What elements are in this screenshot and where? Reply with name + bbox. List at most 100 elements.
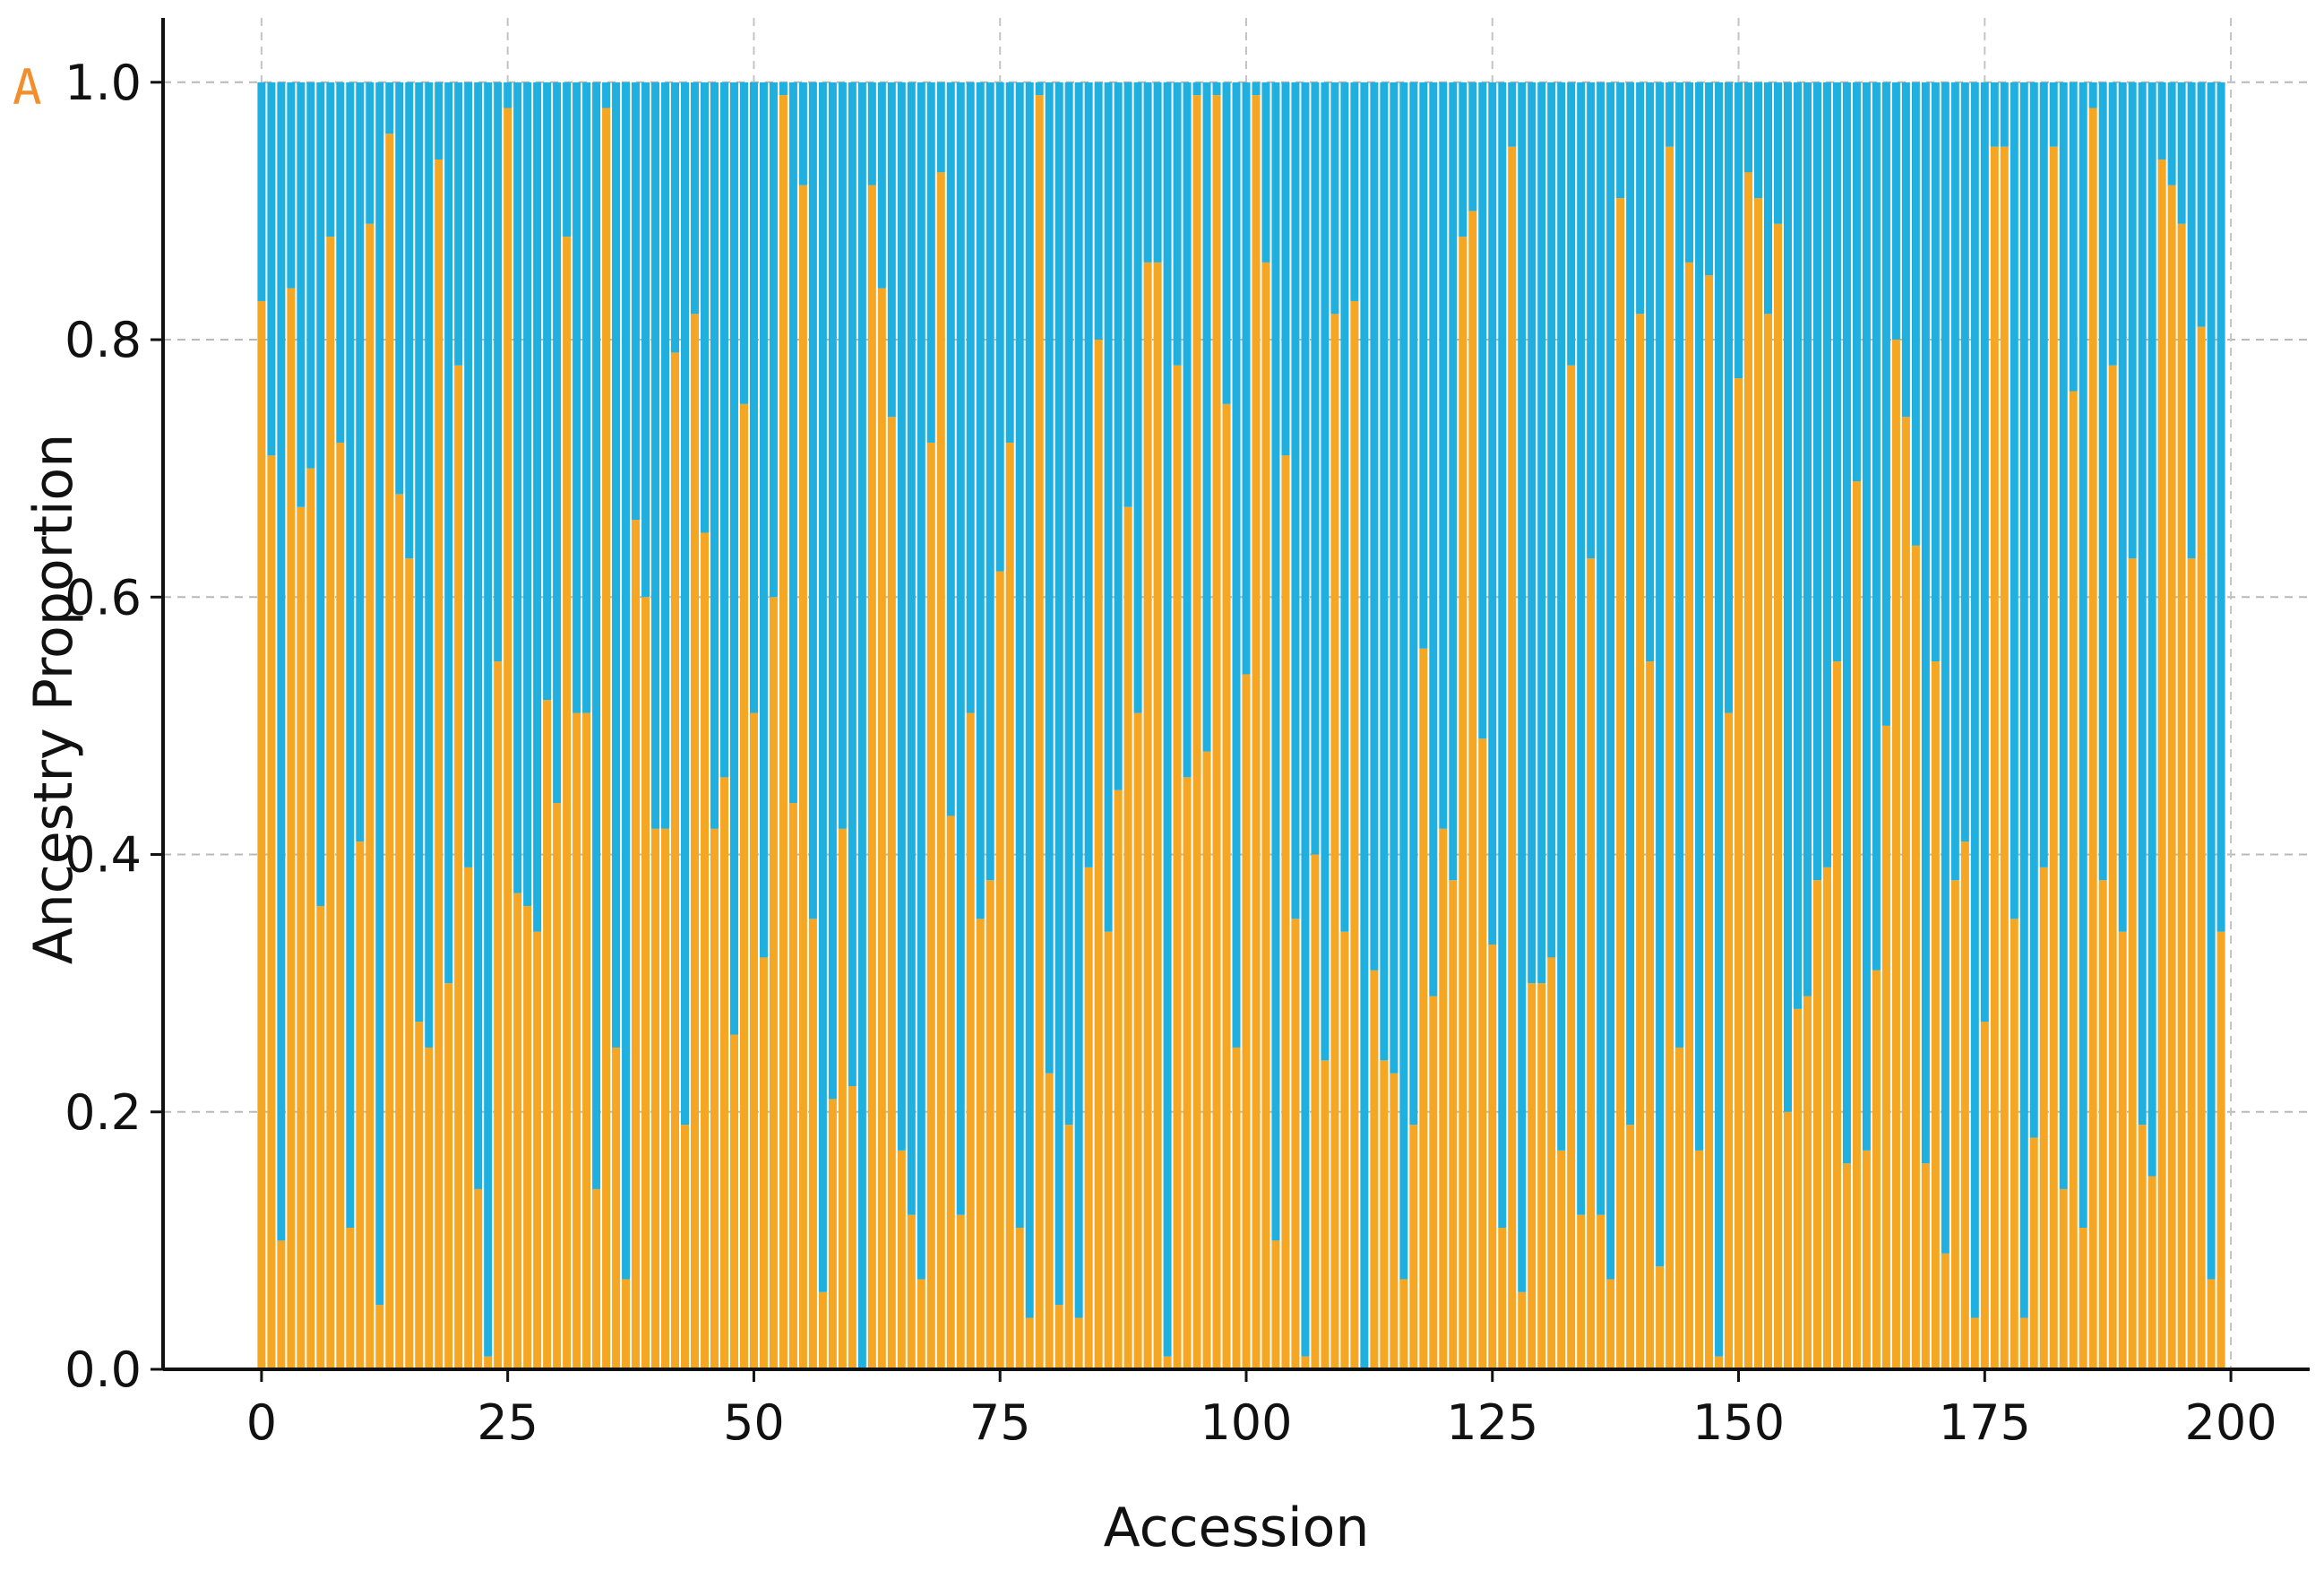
bar-series-1: [533, 931, 542, 1369]
bar-series-2: [2079, 82, 2087, 1229]
bar-series-2: [1606, 82, 1615, 1280]
bar-series-2: [494, 82, 503, 662]
bar-series-1: [1587, 558, 1596, 1369]
bar-series-2: [897, 82, 906, 1151]
bar-series-1: [454, 365, 463, 1369]
bar-series-1: [661, 828, 670, 1369]
bar-series-1: [848, 1086, 856, 1369]
bar-series-2: [1439, 82, 1448, 829]
bar-series-1: [366, 223, 374, 1369]
bar-series-1: [2098, 880, 2107, 1369]
bar-series-1: [1646, 661, 1655, 1369]
bar-series-2: [936, 82, 945, 173]
bar-series-1: [1891, 340, 1900, 1369]
bar-series-1: [2010, 919, 2018, 1369]
bar-series-2: [867, 82, 876, 186]
bar-series-1: [1291, 919, 1300, 1369]
x-axis-label: Accession: [1104, 1497, 1370, 1559]
x-tick-label: 100: [1200, 1394, 1292, 1451]
bar-series-1: [1183, 777, 1192, 1369]
bar-series-2: [1074, 82, 1083, 1318]
bar-series-1: [287, 288, 296, 1370]
bar-series-2: [267, 82, 276, 456]
bar-series-1: [464, 867, 473, 1369]
bar-series-1: [1232, 1047, 1241, 1369]
bar-series-2: [1990, 82, 1999, 147]
y-tick-labels: 0.0 0.2 0.4 0.6 0.8 1.0: [65, 55, 163, 1398]
bar-series-2: [976, 82, 985, 919]
bar-series-2: [1852, 82, 1861, 482]
bar-series-1: [779, 95, 788, 1370]
bar-series-1: [1271, 1240, 1280, 1369]
bar-series-2: [1390, 82, 1399, 1074]
bar-series-2: [1626, 82, 1635, 1126]
bar-series-1: [2029, 1137, 2038, 1369]
bar-series-2: [1419, 82, 1428, 649]
bar-series-1: [897, 1150, 906, 1369]
bar-series-1: [484, 1356, 493, 1369]
bar-series-2: [788, 82, 797, 804]
bar-series-1: [681, 1125, 690, 1369]
bar-series-1: [1626, 1125, 1635, 1369]
bar-series-1: [1153, 262, 1162, 1369]
bar-series-2: [1557, 82, 1566, 1151]
bar-series-1: [1832, 661, 1841, 1369]
bar-series-2: [484, 82, 493, 1357]
x-tick-label: 175: [1939, 1394, 2031, 1451]
bar-series-2: [1330, 82, 1339, 315]
bar-series-2: [690, 82, 700, 315]
bar-series-1: [2187, 558, 2196, 1369]
bar-series-1: [1449, 880, 1458, 1369]
bar-series-2: [395, 82, 404, 495]
bar-series-1: [818, 1291, 827, 1369]
bar-series-2: [848, 82, 856, 1087]
bar-series-1: [671, 352, 680, 1369]
bar-series-1: [917, 1279, 925, 1369]
bar-series-2: [366, 82, 374, 224]
bar-series-2: [1123, 82, 1132, 507]
bar-series-2: [926, 82, 935, 443]
bar-series-2: [425, 82, 434, 1048]
y-axis-label: Ancestry Proportion: [22, 434, 85, 965]
bar-series-2: [877, 82, 886, 289]
bar-series-1: [1054, 1305, 1063, 1369]
bar-series-1: [1094, 340, 1103, 1369]
panel-label: A: [13, 59, 42, 116]
bar-series-2: [435, 82, 443, 160]
bar-series-2: [1114, 82, 1123, 790]
bar-series-1: [2049, 146, 2058, 1370]
bar-series-2: [1350, 82, 1359, 301]
bar-series-2: [2197, 82, 2206, 327]
bar-series-1: [1045, 1073, 1054, 1369]
bar-series-1: [2148, 1176, 2156, 1369]
bar-series-2: [2098, 82, 2107, 881]
bar-series-1: [1685, 262, 1694, 1369]
bar-series-2: [1597, 82, 1605, 1215]
bar-series-1: [2216, 931, 2225, 1369]
bar-series-1: [1252, 95, 1261, 1370]
bar-series-1: [1557, 1150, 1566, 1369]
bar-series-1: [2207, 1279, 2216, 1369]
bar-series-1: [1114, 790, 1123, 1369]
bar-series-2: [1311, 82, 1320, 855]
bar-series-2: [2207, 82, 2216, 1280]
bar-series-2: [602, 82, 611, 108]
bar-series-1: [641, 597, 650, 1369]
bar-series-2: [1980, 82, 1989, 1022]
bar-series-1: [2059, 1188, 2068, 1369]
bar-series-2: [661, 82, 670, 829]
bar-series-2: [1459, 82, 1468, 237]
bar-series-2: [681, 82, 690, 1126]
bar-series-1: [808, 919, 817, 1369]
bar-series-2: [326, 82, 335, 237]
bar-series-1: [1173, 365, 1182, 1369]
bar-series-1: [1597, 1214, 1605, 1369]
bar-series-2: [1271, 82, 1280, 1241]
bar-series-1: [444, 983, 453, 1369]
bar-series-1: [1656, 1266, 1665, 1369]
bar-series-1: [1793, 1008, 1802, 1369]
bar-series-2: [1508, 82, 1517, 147]
bar-series-2: [779, 82, 788, 96]
bar-series-2: [1941, 82, 1950, 1254]
